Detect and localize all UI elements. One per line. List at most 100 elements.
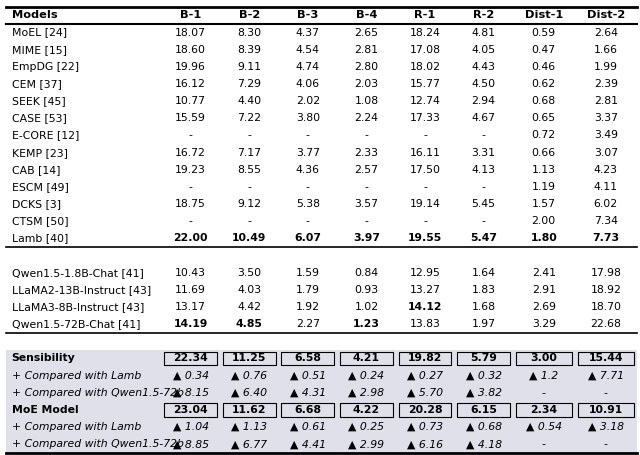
Text: 4.03: 4.03 [237,285,261,295]
Bar [578,352,634,365]
Text: 17.50: 17.50 [410,165,440,175]
Bar [340,352,393,365]
Text: -: - [306,182,310,192]
Bar [164,403,217,417]
Text: 18.24: 18.24 [410,28,440,38]
Text: 7.29: 7.29 [237,79,261,89]
Text: ▲ 0.34: ▲ 0.34 [173,370,209,380]
Text: 19.23: 19.23 [175,165,206,175]
Text: 16.11: 16.11 [410,147,440,157]
Text: 20.28: 20.28 [408,405,442,415]
Bar [399,352,451,365]
Text: 12.95: 12.95 [410,268,440,278]
Text: 2.34: 2.34 [530,405,557,415]
Text: 6.58: 6.58 [294,354,321,364]
Text: ▲ 0.27: ▲ 0.27 [407,370,443,380]
Text: 4.37: 4.37 [296,28,320,38]
Text: 3.31: 3.31 [472,147,495,157]
Text: 2.02: 2.02 [296,96,320,106]
Text: 4.54: 4.54 [296,45,320,55]
Text: ▲ 3.82: ▲ 3.82 [465,388,502,398]
Text: 18.75: 18.75 [175,199,206,209]
Text: -: - [542,388,546,398]
Text: 14.19: 14.19 [173,319,208,329]
Bar [340,403,393,417]
Text: 0.84: 0.84 [355,268,378,278]
Text: 4.06: 4.06 [296,79,320,89]
Text: 18.92: 18.92 [590,285,621,295]
Text: 0.47: 0.47 [532,45,556,55]
Text: 17.08: 17.08 [410,45,440,55]
Bar [282,352,334,365]
Text: 3.07: 3.07 [594,147,618,157]
Text: -: - [481,131,486,141]
Text: CASE [53]: CASE [53] [12,113,67,123]
Text: -: - [364,182,369,192]
Text: 4.11: 4.11 [594,182,618,192]
Text: ▲ 1.13: ▲ 1.13 [231,422,268,432]
Bar [457,403,510,417]
Text: 1.19: 1.19 [532,182,556,192]
Text: 6.68: 6.68 [294,405,321,415]
Text: 2.24: 2.24 [355,113,378,123]
Text: 2.64: 2.64 [594,28,618,38]
Text: 3.97: 3.97 [353,233,380,243]
Text: 2.03: 2.03 [355,79,378,89]
Text: EmpDG [22]: EmpDG [22] [12,62,79,72]
Text: 0.62: 0.62 [532,79,556,89]
Text: 15.44: 15.44 [589,354,623,364]
Text: R-2: R-2 [473,10,494,20]
Text: 4.74: 4.74 [296,62,320,72]
Text: 4.23: 4.23 [594,165,618,175]
Text: 0.59: 0.59 [532,28,556,38]
Text: ▲ 7.71: ▲ 7.71 [588,370,624,380]
Text: 4.67: 4.67 [472,113,495,123]
Text: ▲ 4.18: ▲ 4.18 [465,439,502,449]
Text: 1.97: 1.97 [472,319,495,329]
Text: 1.59: 1.59 [296,268,320,278]
Text: Models: Models [12,10,57,20]
Text: 3.77: 3.77 [296,147,320,157]
Text: 13.27: 13.27 [410,285,440,295]
Text: 17.98: 17.98 [590,268,621,278]
Text: 6.15: 6.15 [470,405,497,415]
Text: 4.05: 4.05 [472,45,495,55]
Text: ▲ 0.76: ▲ 0.76 [231,370,268,380]
Text: -: - [423,131,427,141]
Text: ▲ 1.2: ▲ 1.2 [529,370,558,380]
Text: -: - [481,182,486,192]
Text: 1.64: 1.64 [472,268,495,278]
Text: 1.92: 1.92 [296,302,320,312]
Text: 22.34: 22.34 [173,354,208,364]
Text: -: - [247,131,251,141]
Text: ▲ 6.77: ▲ 6.77 [231,439,268,449]
Text: 4.21: 4.21 [353,354,380,364]
Text: 11.69: 11.69 [175,285,206,295]
Text: 4.13: 4.13 [472,165,495,175]
Text: 23.04: 23.04 [173,405,208,415]
Text: Sensibility: Sensibility [12,354,76,364]
Text: 2.80: 2.80 [355,62,378,72]
Text: 7.22: 7.22 [237,113,261,123]
Bar [223,352,276,365]
Text: 5.79: 5.79 [470,354,497,364]
Text: 4.36: 4.36 [296,165,320,175]
Text: 5.47: 5.47 [470,233,497,243]
Text: 8.39: 8.39 [237,45,261,55]
Text: MoEL [24]: MoEL [24] [12,28,67,38]
Text: 18.70: 18.70 [590,302,621,312]
Text: DCKS [3]: DCKS [3] [12,199,61,209]
Text: 1.99: 1.99 [594,62,618,72]
Text: 13.83: 13.83 [410,319,440,329]
Bar [516,352,572,365]
Text: ▲ 4.41: ▲ 4.41 [290,439,326,449]
Text: 4.81: 4.81 [472,28,495,38]
Text: 4.85: 4.85 [236,319,262,329]
Text: 5.45: 5.45 [472,199,495,209]
Text: 1.68: 1.68 [472,302,495,312]
Text: MIME [15]: MIME [15] [12,45,67,55]
Text: 9.12: 9.12 [237,199,261,209]
Text: ▲ 6.16: ▲ 6.16 [407,439,443,449]
Text: 15.59: 15.59 [175,113,206,123]
Bar [282,403,334,417]
